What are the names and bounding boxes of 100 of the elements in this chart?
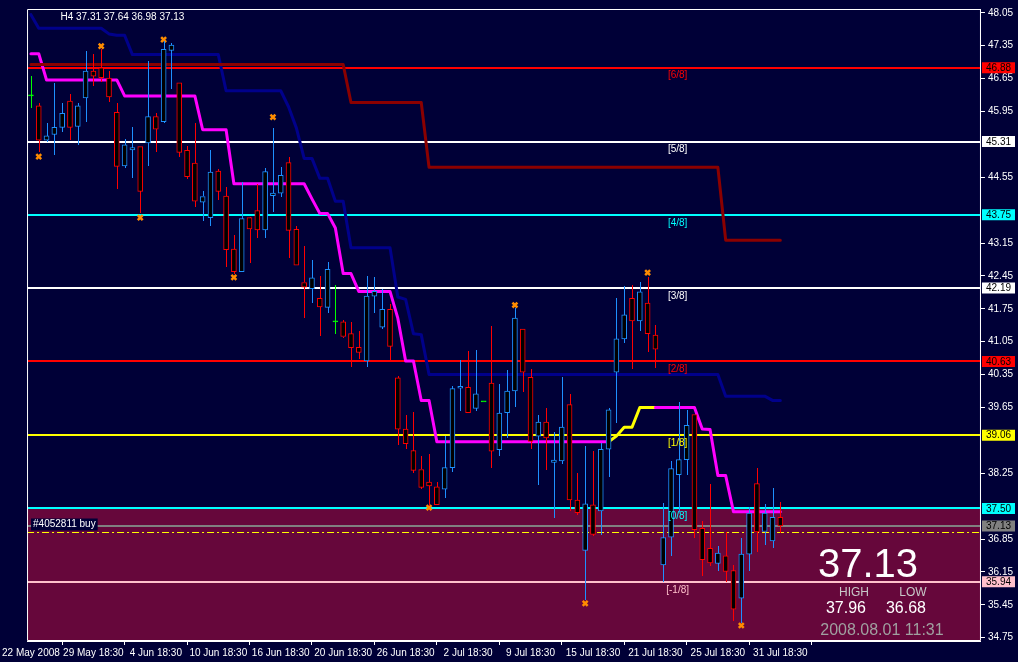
candlestick: [184, 145, 190, 180]
y-tick-label: 36.15: [987, 565, 1014, 577]
candlestick: [434, 481, 440, 506]
candlestick: [113, 102, 120, 190]
y-tick-label: 40.35: [987, 368, 1014, 380]
text: LOW: [899, 585, 928, 599]
candlestick: [262, 167, 268, 239]
candlestick: [418, 455, 425, 490]
candlestick: [301, 245, 307, 319]
x-tick-label: 26 Jun 18:30: [376, 646, 435, 658]
candlestick: [223, 186, 229, 268]
candlestick: [145, 60, 151, 167]
candlestick: [597, 442, 604, 536]
candlestick: [59, 102, 65, 133]
annotation: [-1/8]: [666, 583, 690, 595]
candlestick: [496, 383, 503, 457]
x-tick-label: 21 Jul 18:30: [628, 646, 684, 658]
ref-line-label: 42.19: [985, 282, 1012, 294]
candlestick: [715, 545, 721, 572]
candlestick: [636, 281, 643, 332]
y-tick-label: 45.95: [987, 105, 1014, 117]
x-tick-label: 29 May 18:30: [63, 646, 125, 658]
ref-line-label: 39.06: [985, 429, 1012, 441]
text: 37.96: [825, 599, 867, 616]
candlestick: [153, 112, 159, 153]
y-tick-label: 39.65: [987, 401, 1014, 413]
y-tick-label: 34.75: [987, 631, 1014, 643]
candlestick: [551, 431, 557, 519]
candlestick: [660, 502, 667, 583]
candlestick: [215, 168, 222, 201]
y-tick-label: 47.35: [987, 39, 1014, 51]
text: 36.68: [885, 599, 927, 616]
candlestick: [457, 359, 464, 412]
text: 37.13: [817, 541, 919, 585]
candlestick: [543, 407, 549, 471]
ref-line-label: 46.88: [985, 61, 1012, 73]
candlestick: [473, 349, 479, 412]
candlestick: [106, 70, 112, 103]
candlestick: [192, 122, 198, 208]
candlestick: [379, 288, 386, 330]
y-tick-label: 44.55: [987, 170, 1014, 182]
ref-line-label: 40.63: [985, 355, 1012, 367]
candlestick: [74, 102, 81, 146]
candlestick: [504, 369, 510, 439]
candlestick: [707, 483, 713, 567]
candlestick: [67, 93, 73, 141]
annotation: [2/8]: [667, 363, 688, 375]
candlestick: [277, 166, 284, 198]
candlestick: [761, 503, 768, 546]
candlestick: [270, 127, 276, 213]
candlestick: [238, 181, 245, 272]
ref-line-label: 43.75: [985, 209, 1012, 221]
candlestick: [254, 183, 261, 239]
x-tick-label: 2 Jul 18:30: [443, 646, 493, 658]
text: HIGH: [838, 585, 869, 599]
y-tick-label: 43.15: [987, 236, 1014, 248]
y-tick-label: 46.65: [987, 72, 1014, 84]
candlestick: [394, 375, 401, 446]
candlestick: [746, 506, 752, 572]
annotation: [6/8]: [667, 69, 688, 81]
y-tick-label: 41.05: [987, 335, 1014, 347]
candlestick: [777, 501, 784, 534]
x-tick-label: 22 May 2008: [2, 646, 61, 658]
x-tick-label: 31 Jul 18:30: [753, 646, 808, 658]
y-tick-label: 48.05: [987, 6, 1014, 18]
candlestick: [309, 259, 315, 304]
annotation: [5/8]: [667, 143, 688, 155]
ref-line-label: 37.13: [985, 520, 1012, 532]
ref-line-label: #4052811 buy: [33, 518, 96, 530]
x-tick-label: 4 Jun 18:30: [129, 646, 183, 658]
chart-title: H4 37.31 37.64 36.98 37.13: [60, 10, 185, 22]
candlestick: [558, 376, 565, 465]
candlestick: [35, 102, 42, 153]
x-tick-label: 15 Jul 18:30: [565, 646, 621, 658]
candlestick: [754, 467, 760, 553]
ref-line-label: 35.94: [985, 576, 1012, 588]
annotation: [4/8]: [667, 216, 688, 228]
ref-line-label: 37.50: [985, 502, 1012, 514]
candlestick: [699, 520, 706, 577]
y-tick-label: 41.75: [987, 302, 1014, 314]
candlestick: [621, 285, 628, 344]
y-tick-label: 38.25: [987, 467, 1014, 478]
x-tick-label: 10 Jun 18:30: [189, 646, 248, 658]
candlestick: [722, 531, 729, 583]
candlestick: [590, 450, 596, 537]
x-tick-label: 25 Jul 18:30: [690, 646, 746, 658]
candlestick: [28, 75, 34, 109]
y-tick-label: 35.45: [987, 598, 1014, 610]
point: [581, 599, 589, 608]
y-tick-label: 42.45: [987, 269, 1014, 281]
candlestick: [316, 275, 323, 337]
annotation: [3/8]: [667, 289, 688, 301]
x-tick-label: 20 Jun 18:30: [314, 646, 373, 658]
text: 2008.08.01 11:31: [820, 621, 944, 638]
candlestick: [176, 82, 183, 158]
y-tick-label: 36.85: [987, 532, 1014, 544]
candlestick: [332, 284, 339, 335]
ref-line-label: 45.31: [985, 135, 1012, 147]
x-tick-label: 9 Jul 18:30: [506, 646, 556, 658]
x-tick-label: 16 Jun 18:30: [251, 646, 311, 658]
